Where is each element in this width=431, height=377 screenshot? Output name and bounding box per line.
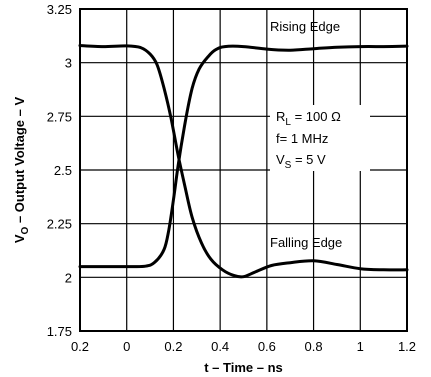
rl-symbol: R bbox=[276, 109, 285, 124]
rising-edge-line bbox=[78, 44, 409, 269]
supply-voltage-annotation: VS = 5 V bbox=[276, 152, 326, 171]
y-axis-title: VO – Output Voltage – V bbox=[12, 97, 31, 244]
x-tick-label: 1 bbox=[357, 339, 364, 354]
rl-value: = 100 Ω bbox=[291, 109, 341, 124]
rl-subscript: L bbox=[285, 117, 291, 128]
vs-value: = 5 V bbox=[291, 152, 326, 167]
falling-edge-line bbox=[78, 44, 409, 279]
x-tick-label: 0.2 bbox=[71, 339, 89, 354]
y-tick-label: 2.5 bbox=[54, 163, 72, 178]
plot-frame bbox=[79, 8, 408, 332]
y-title-rest: – Output Voltage – V bbox=[12, 97, 27, 227]
y-tick-label: 1.75 bbox=[47, 324, 72, 339]
x-tick-label: 0.6 bbox=[258, 339, 276, 354]
x-tick-label: 0.2 bbox=[164, 339, 182, 354]
y-tick-label: 3 bbox=[65, 56, 72, 71]
y-tick-label: 2.25 bbox=[47, 217, 72, 232]
x-tick-label: 0.8 bbox=[305, 339, 323, 354]
x-tick-label: 0.4 bbox=[211, 339, 229, 354]
tick-labels: 0.2 0 0.2 0.4 0.6 0.8 1 1.2 1.75 2 2.25 2.5 2.75 3 3.2… bbox=[47, 2, 416, 354]
falling-edge-label: Falling Edge bbox=[270, 235, 342, 250]
frequency-annotation: f= 1 MHz bbox=[276, 131, 328, 146]
series-lines bbox=[78, 44, 409, 279]
y-tick-label: 2 bbox=[65, 270, 72, 285]
annotation-background bbox=[270, 105, 370, 171]
load-resistance-annotation: RL = 100 Ω bbox=[276, 109, 341, 128]
y-title-subscript: O bbox=[20, 226, 31, 234]
x-tick-label: 1.2 bbox=[398, 339, 416, 354]
vs-symbol: V bbox=[276, 152, 285, 167]
y-title-symbol: V bbox=[12, 234, 27, 243]
rising-edge-label: Rising Edge bbox=[270, 19, 340, 34]
vs-subscript: S bbox=[285, 160, 292, 171]
x-tick-label: 0 bbox=[123, 339, 130, 354]
y-tick-label: 2.75 bbox=[47, 109, 72, 124]
x-axis-title: t – Time – ns bbox=[204, 360, 283, 375]
y-tick-label: 3.25 bbox=[47, 2, 72, 17]
